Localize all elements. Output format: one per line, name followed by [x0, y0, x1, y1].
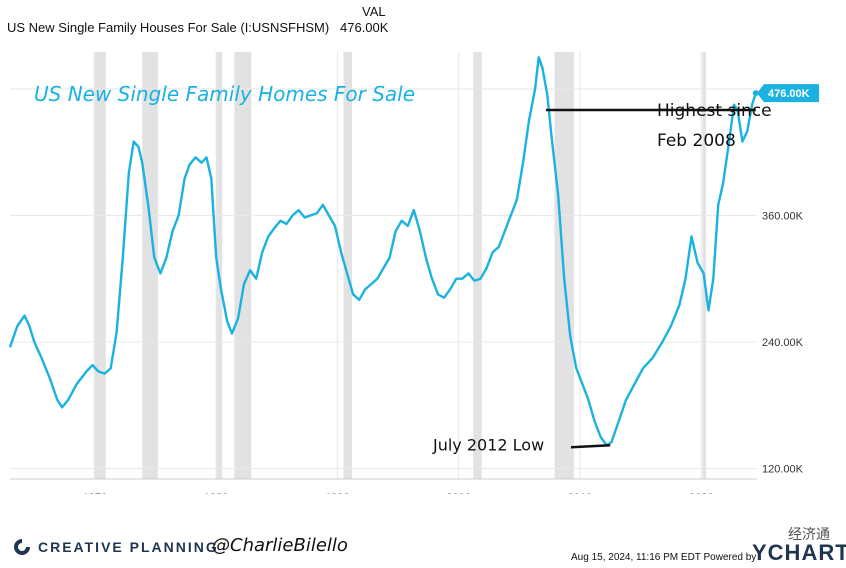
series-line	[8, 56, 757, 447]
creative-planning-icon	[14, 539, 30, 555]
x-tick-label: 1990	[325, 492, 349, 494]
current-value: 476.00K	[340, 20, 389, 35]
badge-shape	[757, 84, 819, 103]
series-label: US New Single Family Houses For Sale (I:…	[7, 20, 330, 35]
line-chart: 120.00K240.00K360.00K480.00K197019801990…	[8, 52, 819, 494]
twitter-handle: @CharlieBilello	[212, 535, 348, 556]
ycharts-logo: YCHARTS	[752, 540, 846, 565]
recession-band	[216, 52, 223, 479]
annotation-low: July 2012 Low	[432, 435, 544, 454]
y-tick-label: 120.00K	[762, 463, 804, 475]
annotation-line-low	[570, 444, 611, 449]
x-tick-label: 1970	[83, 492, 107, 494]
annotation-feb-2008: Feb 2008	[657, 131, 736, 151]
watermark: 经济通	[788, 526, 830, 542]
x-tick-label: 2010	[568, 492, 592, 494]
brand-name: CREATIVE PLANNING	[38, 539, 219, 555]
y-tick-label: 360.00K	[762, 210, 804, 222]
current-point	[752, 90, 759, 97]
value-heading: VAL	[362, 4, 386, 19]
current-value-badge: 476.00K	[757, 84, 819, 103]
recession-band	[343, 52, 352, 479]
y-tick-label: 240.00K	[762, 337, 804, 349]
x-tick-label: 1980	[204, 492, 228, 494]
timestamp: Aug 15, 2024, 11:16 PM EDT Powered by	[571, 552, 757, 563]
recession-band	[142, 52, 158, 479]
recession-band	[702, 52, 707, 479]
x-tick-label: 2000	[446, 492, 470, 494]
badge-label: 476.00K	[768, 88, 810, 100]
x-tick-label: 2020	[689, 492, 713, 494]
recession-band	[93, 52, 106, 479]
creative-planning-logo: CREATIVE PLANNING	[12, 537, 219, 557]
chart-title: US New Single Family Homes For Sale	[34, 82, 415, 106]
recession-band	[234, 52, 252, 479]
recession-band	[473, 52, 482, 479]
